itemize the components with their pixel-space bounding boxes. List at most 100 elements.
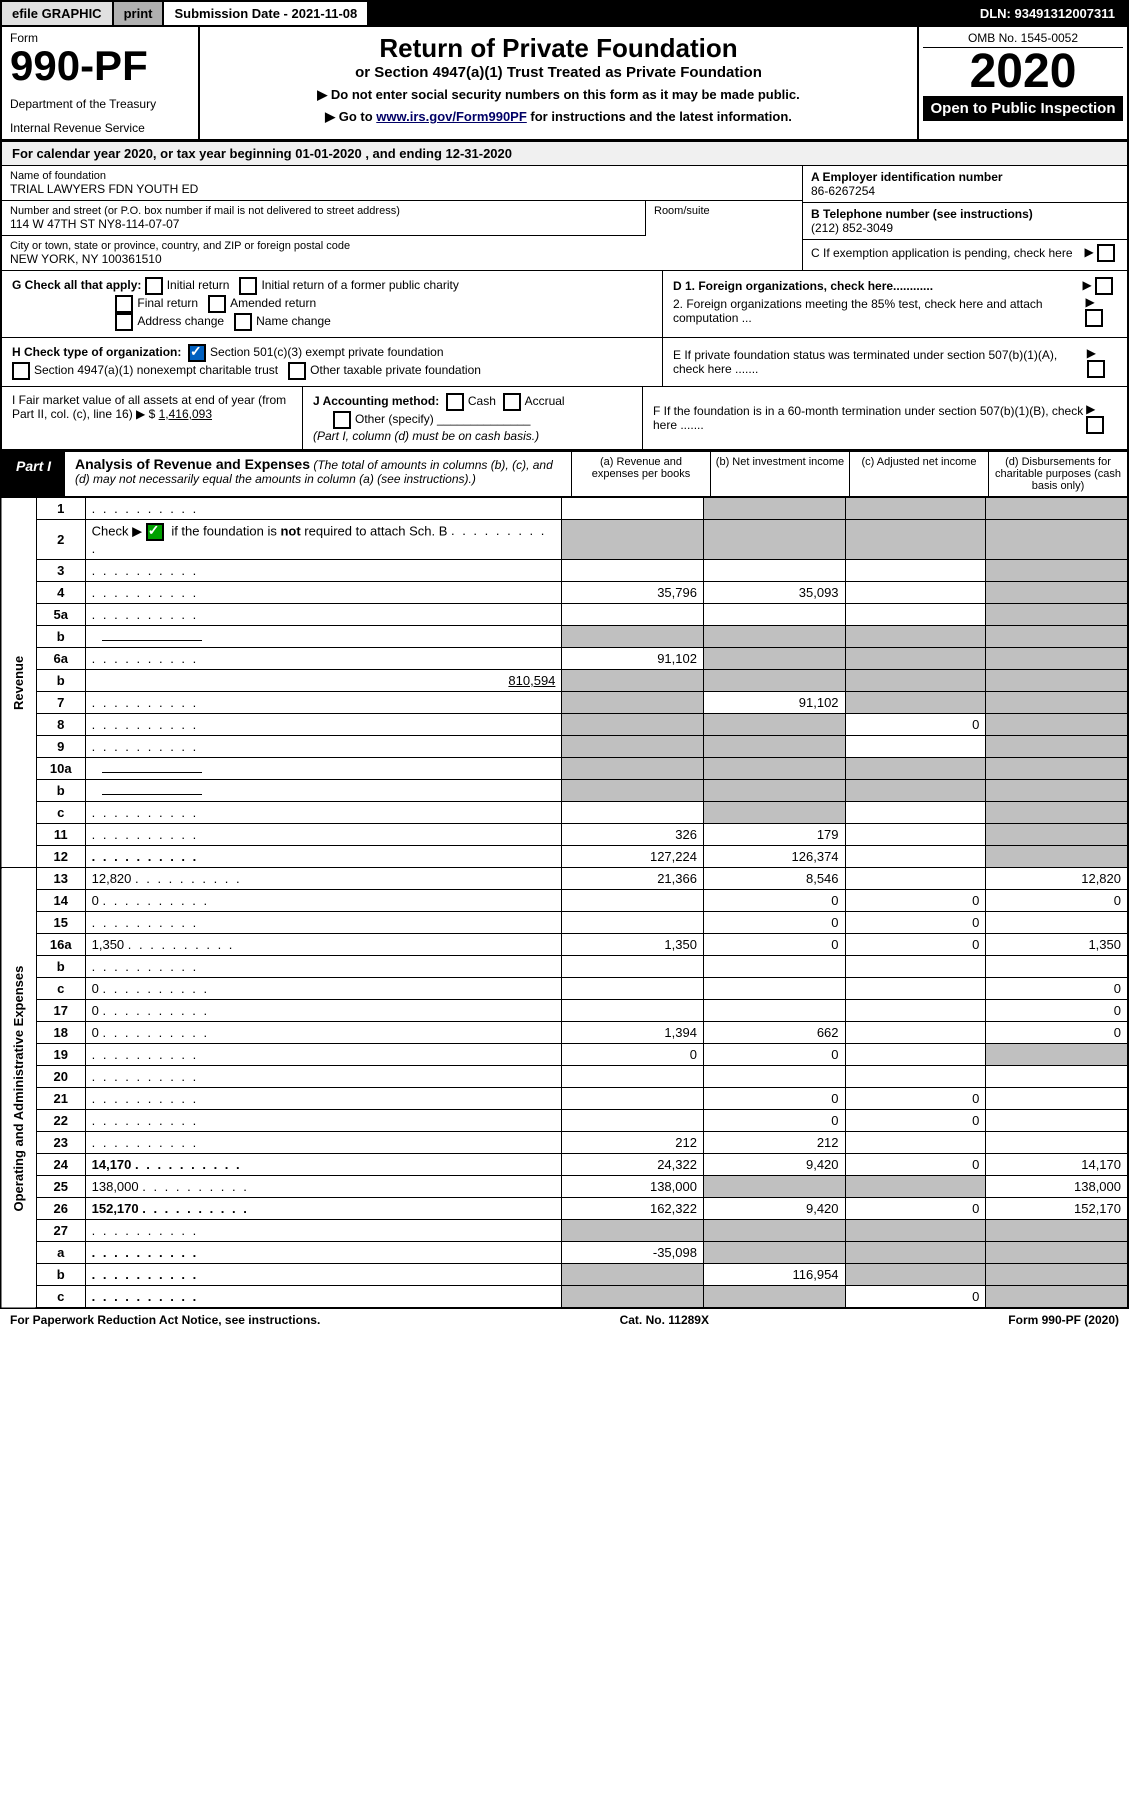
cell-b: 8,546 <box>703 868 845 890</box>
cell-c <box>845 758 986 780</box>
h-other-checkbox[interactable] <box>288 362 306 380</box>
cell-c <box>845 648 986 670</box>
cell-d <box>986 736 1128 758</box>
h-501c3-checkbox[interactable] <box>188 344 206 362</box>
part1-header: Part I Analysis of Revenue and Expenses … <box>0 451 1129 497</box>
cell-d <box>986 714 1128 736</box>
line-number: b <box>36 956 85 978</box>
f-checkbox[interactable] <box>1086 416 1104 434</box>
line-description <box>85 1286 562 1309</box>
line-description <box>85 1088 562 1110</box>
g-initial-checkbox[interactable] <box>145 277 163 295</box>
table-row: b <box>1 956 1128 978</box>
entity-left: Name of foundation TRIAL LAWYERS FDN YOU… <box>2 166 802 270</box>
cell-a <box>562 1220 704 1242</box>
col-c-header: (c) Adjusted net income <box>849 452 988 496</box>
table-row: 170 0 <box>1 1000 1128 1022</box>
print-button[interactable]: print <box>114 2 165 25</box>
cell-d <box>986 802 1128 824</box>
cell-c <box>845 846 986 868</box>
g-initial-former-checkbox[interactable] <box>239 277 257 295</box>
h-4947-checkbox[interactable] <box>12 362 30 380</box>
cell-a <box>562 626 704 648</box>
efile-label: efile GRAPHIC <box>2 2 114 25</box>
j-other-checkbox[interactable] <box>333 411 351 429</box>
cell-b: 0 <box>703 1044 845 1066</box>
cell-d <box>986 560 1128 582</box>
table-row: 180 1,3946620 <box>1 1022 1128 1044</box>
g-amended-checkbox[interactable] <box>208 295 226 313</box>
form-subtitle: or Section 4947(a)(1) Trust Treated as P… <box>210 64 907 81</box>
schb-checkbox[interactable] <box>146 523 164 541</box>
table-row: 21 00 <box>1 1088 1128 1110</box>
entity-info: Name of foundation TRIAL LAWYERS FDN YOU… <box>0 166 1129 271</box>
g-final-checkbox[interactable] <box>115 295 133 313</box>
side-label-revenue: Revenue <box>1 498 36 868</box>
cell-a: 0 <box>562 1044 704 1066</box>
cell-b: 0 <box>703 1110 845 1132</box>
line-description: 0 <box>85 1000 562 1022</box>
line-number: 24 <box>36 1154 85 1176</box>
form-title: Return of Private Foundation <box>210 33 907 64</box>
line-description <box>85 846 562 868</box>
cell-d <box>986 1242 1128 1264</box>
cell-a <box>562 780 704 802</box>
cell-c <box>845 736 986 758</box>
d2-checkbox[interactable] <box>1085 309 1103 327</box>
line-number: c <box>36 1286 85 1309</box>
j-accrual-checkbox[interactable] <box>503 393 521 411</box>
g-name-checkbox[interactable] <box>234 313 252 331</box>
cell-a <box>562 736 704 758</box>
cell-d <box>986 670 1128 692</box>
j-cash-checkbox[interactable] <box>446 393 464 411</box>
table-row: 3 <box>1 560 1128 582</box>
side-label-expenses: Operating and Administrative Expenses <box>1 868 36 1309</box>
line-description <box>85 1264 562 1286</box>
header-mid: Return of Private Foundation or Section … <box>200 27 917 139</box>
table-row: 25138,000 138,000138,000 <box>1 1176 1128 1198</box>
address-cell: Number and street (or P.O. box number if… <box>2 201 646 236</box>
cell-b: 179 <box>703 824 845 846</box>
cell-c <box>845 520 986 560</box>
cell-a <box>562 1286 704 1309</box>
cell-c <box>845 780 986 802</box>
line-description <box>85 498 562 520</box>
line-description <box>85 714 562 736</box>
line-number: c <box>36 802 85 824</box>
line-description: 12,820 <box>85 868 562 890</box>
g-address-checkbox[interactable] <box>115 313 133 331</box>
cell-d <box>986 1220 1128 1242</box>
cell-c: 0 <box>845 1286 986 1309</box>
cell-d <box>986 758 1128 780</box>
table-row: Operating and Administrative Expenses131… <box>1 868 1128 890</box>
cell-c <box>845 604 986 626</box>
dln-label: DLN: 93491312007311 <box>970 2 1127 25</box>
i-j-section: I Fair market value of all assets at end… <box>2 387 643 449</box>
cell-d: 14,170 <box>986 1154 1128 1176</box>
cell-b <box>703 560 845 582</box>
cell-c: 0 <box>845 1110 986 1132</box>
i-j-f-row: I Fair market value of all assets at end… <box>0 387 1129 451</box>
e-checkbox[interactable] <box>1087 360 1105 378</box>
cell-a: 35,796 <box>562 582 704 604</box>
cell-b <box>703 1242 845 1264</box>
foundation-name-cell: Name of foundation TRIAL LAWYERS FDN YOU… <box>2 166 802 201</box>
footer-left: For Paperwork Reduction Act Notice, see … <box>10 1313 320 1327</box>
cell-c: 0 <box>845 1088 986 1110</box>
cell-c <box>845 868 986 890</box>
g-section: G Check all that apply: Initial return I… <box>2 271 663 337</box>
cell-d <box>986 626 1128 648</box>
cell-a: 91,102 <box>562 648 704 670</box>
line-number: 26 <box>36 1198 85 1220</box>
part1-desc: Analysis of Revenue and Expenses (The to… <box>65 452 571 496</box>
table-row: 140 000 <box>1 890 1128 912</box>
d1-checkbox[interactable] <box>1095 277 1113 295</box>
cell-a: 138,000 <box>562 1176 704 1198</box>
cell-a <box>562 802 704 824</box>
c-pending-cell: C If exemption application is pending, c… <box>803 240 1127 266</box>
cell-b <box>703 956 845 978</box>
j-cell: J Accounting method: Cash Accrual Other … <box>303 387 642 449</box>
c-checkbox[interactable] <box>1097 244 1115 262</box>
cell-b <box>703 1176 845 1198</box>
irs-link[interactable]: www.irs.gov/Form990PF <box>376 109 527 124</box>
